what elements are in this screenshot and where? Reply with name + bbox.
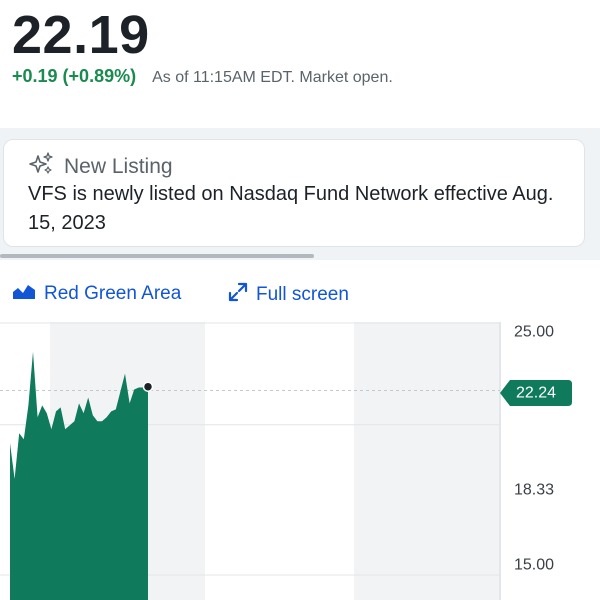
fullscreen-button[interactable]: Full screen [228, 282, 349, 308]
y-tick-label: 25.00 [514, 324, 554, 341]
quote-meta: +0.19 (+0.89%) As of 11:15AM EDT. Market… [12, 66, 393, 87]
notice-text: VFS is newly listed on Nasdaq Fund Netwo… [28, 183, 554, 234]
new-listing-notice: New Listing VFS is newly listed on Nasda… [3, 139, 585, 247]
current-price-label: 22.24 [516, 385, 556, 402]
market-status: As of 11:15AM EDT. Market open. [152, 69, 393, 86]
price-change: +0.19 (+0.89%) [12, 66, 137, 86]
y-tick-label: 18.33 [514, 482, 554, 499]
expand-icon [228, 282, 248, 308]
stock-price: 22.19 [12, 5, 150, 65]
price-chart[interactable]: 25.00 18.33 15.00 22.24 [0, 322, 600, 600]
notice-title: New Listing [64, 154, 173, 178]
area-chart-icon [12, 282, 36, 306]
last-price-dot [142, 381, 154, 392]
chart-type-label: Red Green Area [44, 283, 182, 304]
y-axis-ticks: 25.00 18.33 15.00 [514, 324, 554, 574]
chart-type-button[interactable]: Red Green Area [12, 282, 181, 306]
price-area [10, 351, 148, 600]
sparkle-icon [28, 152, 54, 181]
y-tick-label: 15.00 [514, 557, 554, 574]
fullscreen-label: Full screen [256, 284, 349, 305]
horizontal-scroll-thumb[interactable] [0, 254, 314, 258]
notice-header: New Listing [28, 152, 173, 181]
current-price-badge: 22.24 [500, 380, 572, 406]
session-shade [354, 322, 501, 600]
